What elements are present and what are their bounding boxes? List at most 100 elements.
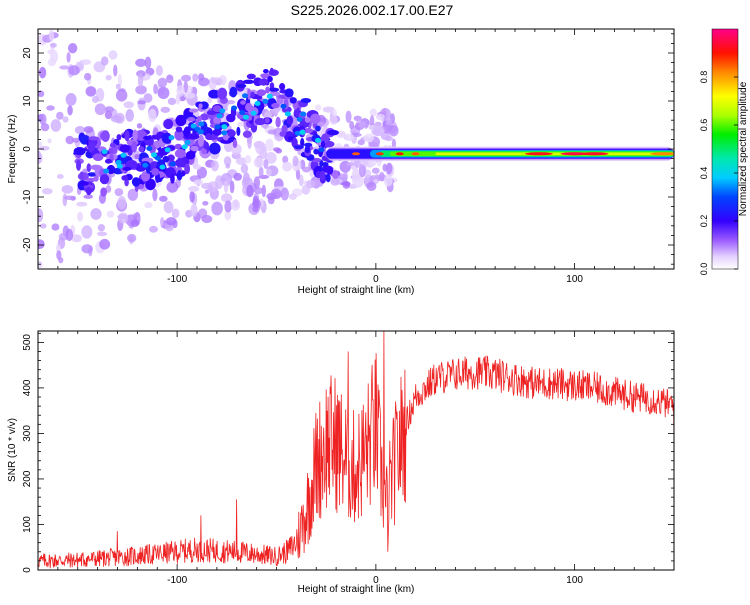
spectrum-noise-blob [306,179,316,189]
spectrum-noise-blob [384,135,393,142]
spectrum-blob [304,116,311,123]
spectrum-peak [262,98,269,104]
spectrum-noise-blob [215,175,224,190]
x-tick-label: 0 [373,575,379,586]
spectrum-blob [188,108,199,113]
spectrum-blob [175,158,186,168]
spectrum-band-hotspot [375,152,384,156]
spectrum-noise-blob [194,164,202,170]
spectrum-noise-blob [104,110,113,120]
spectrum-noise-blob [171,208,180,219]
spectrum-blob [121,175,128,181]
spectrum-peak [294,130,301,136]
snr-marks [38,331,674,569]
spectrum-peak [299,129,306,135]
spectrum-noise-blob [302,166,311,173]
spectrum-blob [304,145,311,154]
spectrum-blob [100,187,107,197]
spectrum-noise-blob [160,106,171,113]
spectrum-peak [116,163,123,169]
spectrum-noise-blob [91,95,99,104]
spectrum-peak [115,159,122,165]
spectrum-noise-blob [358,163,366,178]
spectrum-noise-blob [144,202,153,209]
spectrum-noise-blob [295,168,301,181]
spectrum-blob [279,83,286,91]
spectrum-noise-blob [190,204,198,217]
spectrum-noise-blob [81,225,93,239]
spectrum-noise-blob [225,163,231,169]
spectrum-noise-blob [255,141,267,155]
spectrum-noise-blob [210,160,219,172]
spectrum-noise-blob [65,135,75,145]
spectrum-noise-blob [382,163,388,172]
spectrum-blob [122,166,132,171]
spectrum-blob [284,88,294,98]
spectrum-noise-blob [201,182,213,190]
x-tick-label: 100 [566,274,583,285]
spectrum-peak [181,144,188,150]
snr-panel: -100 0 100 0 100 200 300 400 500 Height of strai… [7,330,675,595]
spectrum-noise-blob [127,188,139,201]
spectrum-noise-blob [38,151,43,164]
spectrum-blob [303,142,313,147]
spectrum-noise-blob [50,119,62,132]
spectrum-noise-blob [47,58,56,67]
spectrum-noise-blob [81,244,93,254]
spectrum-blob [151,168,160,176]
spectrum-peak [103,168,110,174]
spectrum-blob [269,67,274,76]
spectrum-noise-blob [197,73,205,81]
spectrum-blob [163,118,174,130]
spectrum-noise-blob [247,135,252,149]
spectrum-peak [300,111,307,117]
spectrum-noise-blob [76,201,88,207]
spectrum-noise-blob [67,105,73,116]
spectrum-blob [242,79,255,85]
spectrum-peak [250,110,257,116]
spectrum-blob [190,145,199,152]
spectrum-blob [174,129,184,141]
spectrum-blob [213,116,222,125]
spectrum-noise-blob [159,195,168,202]
spectrum-blob [200,113,209,121]
spectrum-blob [264,117,270,124]
spectrum-noise-blob [38,66,47,79]
spectrum-noise-blob [280,187,290,201]
spectrum-peak [198,121,205,127]
spectrum-blob [83,184,95,189]
spectrum-noise-blob [189,190,195,203]
spectrum-noise-blob [282,155,289,164]
spectrum-band-hotspot [580,152,609,156]
spectrum-blob [85,187,92,196]
spectrum-blob [119,144,131,153]
spectrum-noise-blob [123,101,134,109]
spectrum-noise-blob [298,174,304,187]
spectrum-blob [286,115,294,126]
spectrum-noise-blob [369,108,378,117]
spectrum-noise-blob [244,154,252,164]
spectrum-noise-blob [258,166,264,178]
spectrum-blob [208,89,220,99]
spectrum-blob [236,126,241,137]
colorbar-gradient [712,29,738,269]
spectrum-peak [101,149,108,155]
spectrum-noise-blob [38,145,50,151]
spectrum-blob [229,86,238,98]
spectrum-noise-blob [83,126,94,133]
spectrum-peak [151,152,158,158]
spectrum-peak [266,93,273,99]
spectrum-noise-blob [289,193,297,200]
spectrum-blob [131,141,138,153]
spectrum-blob [86,163,92,173]
spectrum-blob [170,173,175,184]
spectrum-noise-blob [74,125,86,135]
spectrum-noise-blob [189,186,196,192]
spectrum-blob [291,137,298,148]
spectrum-blob [227,129,236,138]
spectrum-blob [198,103,203,109]
spectrogram-marks [38,29,674,268]
snr-series-line [38,331,674,569]
y-tick-label: 500 [22,334,33,351]
spectrum-noise-blob [41,188,53,195]
